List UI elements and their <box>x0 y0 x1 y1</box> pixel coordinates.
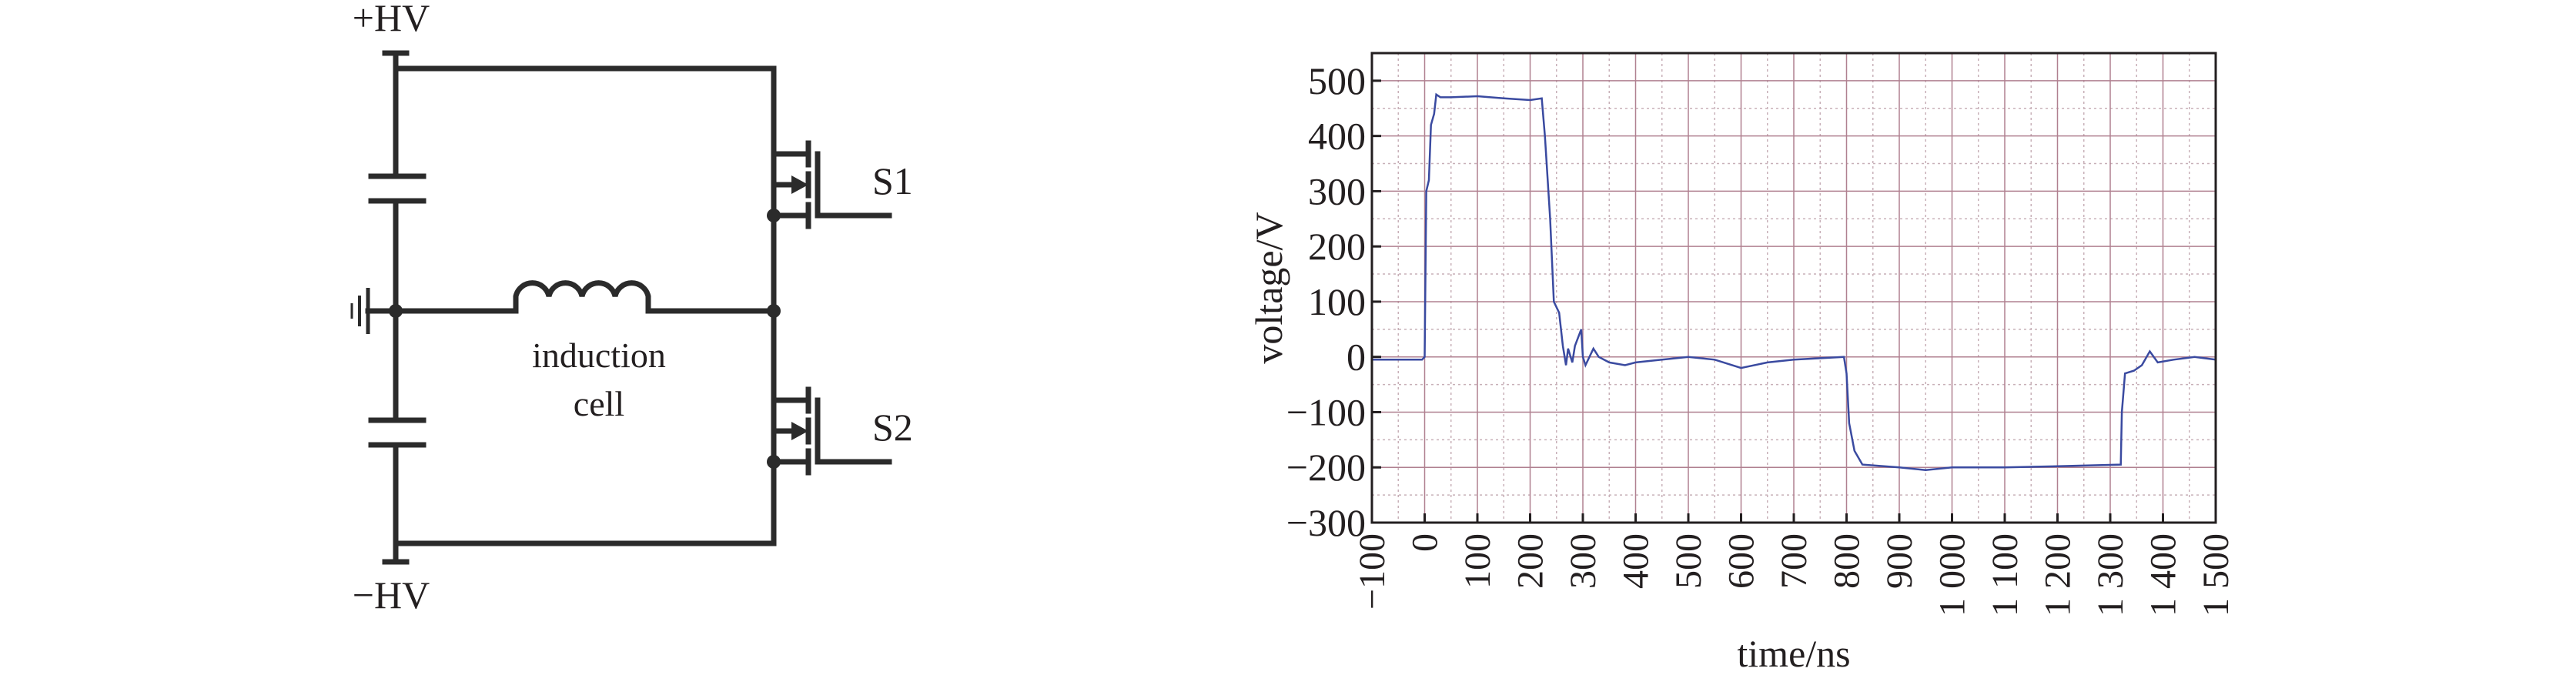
mosfet-s2-icon <box>767 386 892 476</box>
x-tick-label: −100 <box>1352 533 1393 610</box>
x-tick-label: 800 <box>1827 533 1868 589</box>
plus-hv-label: +HV <box>353 0 430 39</box>
y-tick-label: 300 <box>1308 169 1366 212</box>
induction-label: induction <box>532 336 666 375</box>
x-tick-label: 200 <box>1510 533 1551 589</box>
grid <box>1371 53 2216 523</box>
y-axis-label: voltage/V <box>1247 212 1290 363</box>
x-tick-label: 1 000 <box>1932 533 1973 617</box>
x-tick-label: 0 <box>1405 533 1446 552</box>
y-tick-label: 100 <box>1308 280 1366 323</box>
s1-label: S1 <box>872 159 913 202</box>
x-axis-label: time/ns <box>1737 632 1850 675</box>
x-tick-label: 1 400 <box>2143 533 2184 617</box>
y-tick-label: −100 <box>1286 390 1366 433</box>
x-tick-label: 1 300 <box>2090 533 2131 617</box>
circuit-diagram: +HV −HV induction cell <box>350 0 913 617</box>
s2-label: S2 <box>872 406 913 449</box>
y-tick-label: −200 <box>1286 446 1366 489</box>
mosfet-s1-icon <box>767 140 892 229</box>
x-tick-label: 1 100 <box>1985 533 2026 617</box>
x-tick-label: 1 200 <box>2038 533 2079 617</box>
x-tick-label: 1 500 <box>2196 533 2236 617</box>
inductor-icon <box>513 280 651 314</box>
x-tick-label: 400 <box>1616 533 1657 589</box>
y-tick-label: 200 <box>1308 225 1366 268</box>
x-tick-label: 500 <box>1668 533 1709 589</box>
x-tick-label: 900 <box>1879 533 1920 589</box>
y-tick-label: 0 <box>1347 336 1366 379</box>
x-tick-label: 300 <box>1563 533 1604 589</box>
x-tick-label: 600 <box>1721 533 1762 589</box>
voltage-series-line <box>1372 92 2216 472</box>
y-tick-label: −300 <box>1286 501 1366 544</box>
y-tick-label: 400 <box>1308 115 1366 158</box>
x-tick-label: 100 <box>1457 533 1498 589</box>
cell-label: cell <box>574 384 624 423</box>
x-tick-label: 700 <box>1774 533 1815 589</box>
y-tick-label: 500 <box>1308 59 1366 102</box>
plot-frame <box>1370 52 2217 524</box>
minus-hv-label: −HV <box>353 573 430 617</box>
